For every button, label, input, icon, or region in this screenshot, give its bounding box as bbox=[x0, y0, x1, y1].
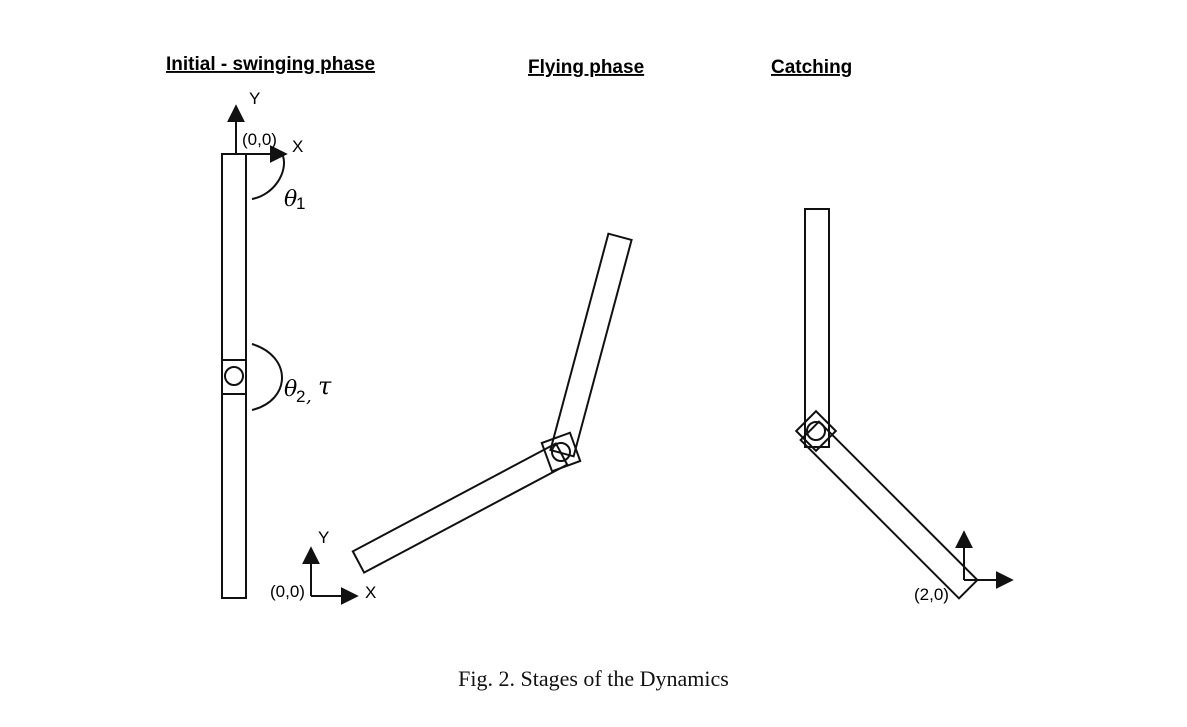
panel-catching: (2,0) bbox=[794, 208, 1014, 604]
panel-title-catching: Catching bbox=[771, 57, 852, 78]
panel-flying: Y X (0,0) bbox=[270, 232, 633, 605]
panel-initial: Y X (0,0) θ 1 θ 2 , τ bbox=[221, 89, 332, 599]
theta2-arc bbox=[251, 343, 283, 411]
y-axis-label: Y bbox=[249, 89, 260, 108]
lower-link-bar-3 bbox=[799, 420, 979, 600]
joint-box-2 bbox=[540, 431, 582, 473]
theta1-subscript: 1 bbox=[296, 194, 305, 213]
comma-symbol: , bbox=[306, 386, 312, 407]
joint-box-3 bbox=[794, 409, 838, 453]
joint-box bbox=[221, 359, 247, 395]
figure-caption: Fig. 2. Stages of the Dynamics bbox=[458, 666, 729, 691]
torque-symbol: τ bbox=[318, 372, 332, 400]
origin-label-2: (0,0) bbox=[270, 582, 305, 601]
origin-label-3: (2,0) bbox=[914, 585, 949, 604]
lower-link-bar bbox=[351, 442, 569, 574]
theta1-symbol: θ bbox=[284, 187, 297, 212]
theta2-subscript: 2 bbox=[296, 387, 305, 406]
upper-link-bar-3 bbox=[804, 208, 830, 448]
x-axis-label: X bbox=[292, 137, 303, 156]
panel-title-initial: Initial - swinging phase bbox=[166, 54, 375, 75]
joint-circle-2 bbox=[551, 442, 571, 462]
theta1-arc bbox=[251, 155, 285, 200]
theta2-symbol: θ bbox=[284, 377, 297, 402]
origin-label: (0,0) bbox=[242, 130, 277, 149]
upper-link-bar bbox=[549, 232, 633, 458]
y-axis-label-2: Y bbox=[318, 528, 329, 547]
joint-circle-3 bbox=[806, 421, 826, 441]
panel-title-flying: Flying phase bbox=[528, 57, 644, 78]
x-axis-label-2: X bbox=[365, 583, 376, 602]
joint-circle bbox=[224, 366, 244, 386]
